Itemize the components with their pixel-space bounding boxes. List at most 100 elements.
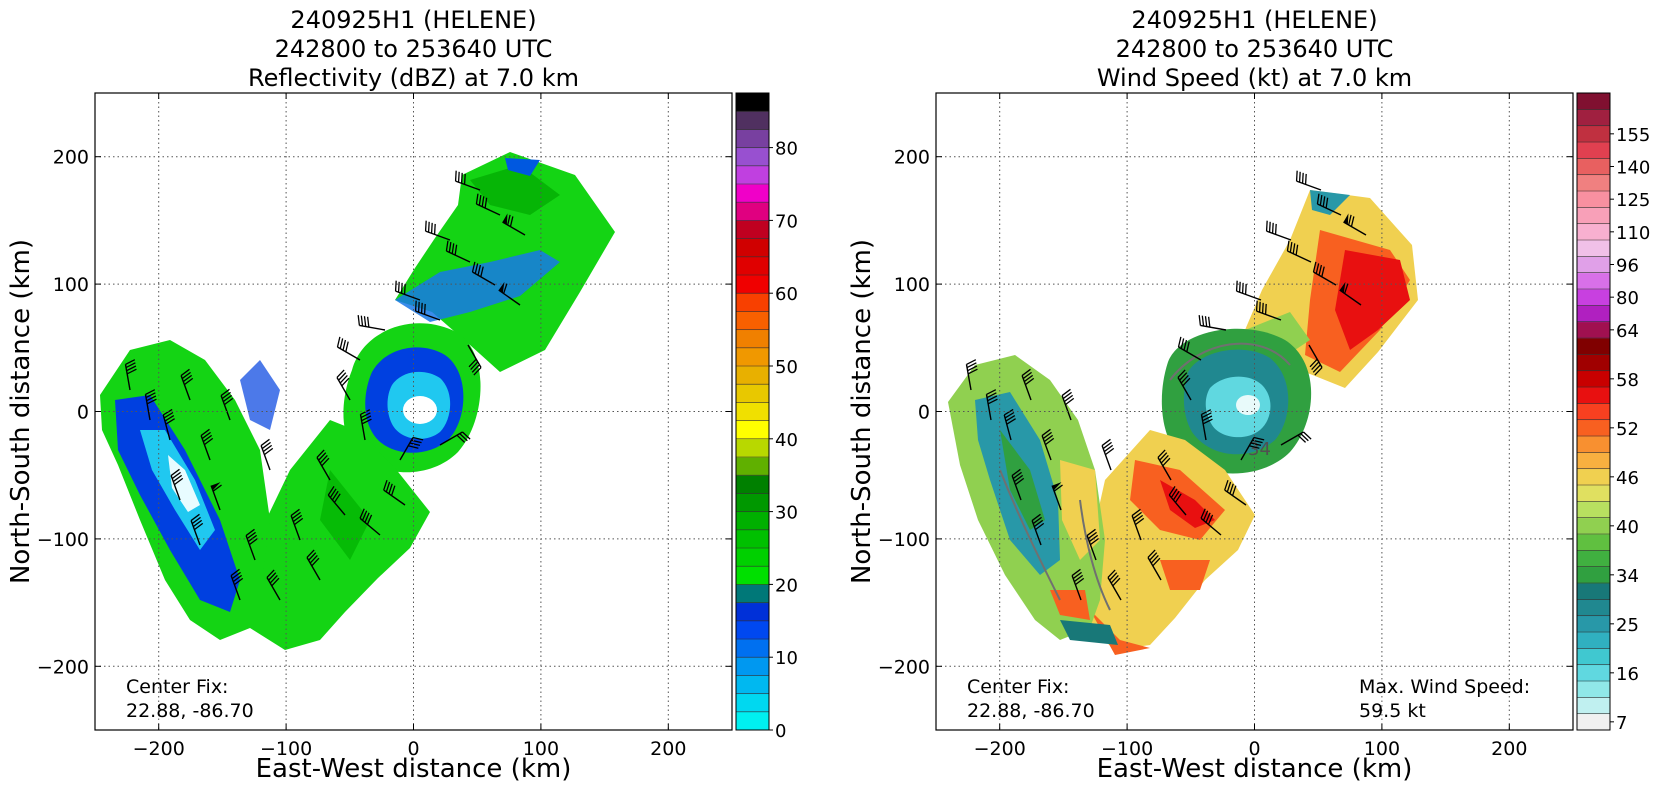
wind-barb-tick <box>1258 301 1261 313</box>
wind-barb-tick <box>1295 170 1298 182</box>
wind-barb-staff <box>1280 431 1304 446</box>
wind-barb-tick <box>321 457 330 467</box>
wind-barb-tick <box>473 367 482 376</box>
wind-barb-tick <box>291 511 301 520</box>
wind-barb-tick <box>1325 197 1329 209</box>
colorbar-bin <box>1577 534 1610 551</box>
colorbar-tick-label: 50 <box>775 357 798 378</box>
wind-barb-staff <box>1021 375 1032 401</box>
wind-barb-tick <box>182 374 193 383</box>
wind-barb-staff <box>359 324 386 331</box>
wind-barb-tick <box>1174 493 1182 503</box>
wind-barb-staff <box>476 203 501 216</box>
wind-barb-tick <box>1023 374 1034 383</box>
wind-barb-tick <box>1157 449 1166 458</box>
wind-barb-tick <box>1135 517 1145 526</box>
y-tick-label: −100 <box>37 529 89 551</box>
wind-barb-tick <box>294 517 304 526</box>
wind-barb-staff <box>306 557 321 581</box>
wind-barb-tick <box>364 512 370 523</box>
colorbar-bin <box>736 493 769 513</box>
wind-barb-staff <box>455 180 481 191</box>
wind-barb-tick <box>234 577 244 586</box>
wind-barb-staff <box>230 575 241 601</box>
colorbar-bin <box>736 620 769 640</box>
wind-barb-tick <box>366 514 373 525</box>
wind-barb-tick <box>1200 508 1206 519</box>
wind-barb-tick <box>454 244 458 256</box>
wind-barb-tick <box>1198 315 1202 326</box>
wind-speed-plot-area: 34 <box>936 93 1573 730</box>
wind-barb-staff <box>1157 457 1172 481</box>
wind-barb-tick <box>338 372 347 381</box>
wind-barb-tick <box>260 438 270 447</box>
wind-barb-tick <box>986 389 997 395</box>
colorbar-bin <box>736 566 769 585</box>
wind-barb-tick <box>1255 300 1258 312</box>
wind-barb-staff <box>1168 494 1187 516</box>
wind-barb-tick <box>430 222 433 234</box>
y-tick-label: 200 <box>894 147 930 169</box>
wind-barb-staff <box>1031 520 1042 546</box>
wind-barb-tick <box>423 303 426 315</box>
wind-barb-tick <box>403 283 406 295</box>
wind-barb-tick <box>1295 244 1299 256</box>
wind-barb-tick <box>1309 358 1318 368</box>
wind-barb-tick <box>468 358 477 368</box>
wind-barb-tick <box>249 537 259 546</box>
colorbar-bin <box>1577 632 1610 649</box>
wind-barb-tick <box>363 316 367 327</box>
wind-barb-tick <box>1041 428 1051 437</box>
wind-barb-staff <box>1200 414 1207 441</box>
wind-barb-tick <box>388 483 393 494</box>
wind-barb-tick <box>1201 315 1205 327</box>
colorbar-bin <box>736 511 769 531</box>
wind-barb-staff <box>399 437 414 461</box>
wind-barb-tick <box>1322 196 1326 207</box>
wind-barb-tick <box>162 408 173 416</box>
wind-barb-tick <box>390 485 396 496</box>
colorbar-frame <box>735 92 770 731</box>
wind-barb-tick <box>190 513 200 522</box>
wind-barb-tick <box>1162 457 1171 467</box>
wind-barb-tick <box>204 437 214 446</box>
wind-barb-staff <box>1240 437 1255 461</box>
wind-barb-tick <box>191 516 201 525</box>
wind-barb-tick <box>1312 261 1317 273</box>
max-wind-speed-label: Max. Wind Speed: <box>1359 676 1530 698</box>
wind-speed-panel: 240925H1 (HELENE) 242800 to 253640 UTC W… <box>847 6 1650 784</box>
colorbar-bin <box>1577 93 1610 110</box>
wind-barb-tick <box>1343 283 1349 294</box>
colorbar-bin <box>736 529 769 549</box>
wind-barb-tick <box>341 377 350 387</box>
wind-barb-staff <box>359 517 381 536</box>
wind-barb-tick <box>1274 223 1277 235</box>
wind-barb-tick <box>1012 471 1022 480</box>
colorbar-bin <box>736 657 769 676</box>
colorbar-bin <box>1577 387 1610 404</box>
wind-barb-staff <box>1308 344 1323 368</box>
wind-barb-staff <box>395 290 421 301</box>
wind-barb-staff <box>1051 485 1062 511</box>
wind-barb-staff <box>260 445 271 471</box>
wind-barb-tick <box>1107 569 1116 578</box>
colorbar-tick-label: 58 <box>1616 370 1639 391</box>
wind-barb-tick <box>1150 554 1159 564</box>
wind-barb-tick <box>1004 411 1015 419</box>
colorbar-bin <box>1577 713 1610 731</box>
wind-barb-staff <box>1224 489 1247 506</box>
wind-barb-tick <box>448 241 452 253</box>
wind-barb-staff <box>1313 271 1337 286</box>
reflectivity-colorbar: 0 10 20 30 40 50 60 70 80 <box>735 92 798 742</box>
wind-barb-tick <box>445 240 449 252</box>
wind-barb-tick <box>1147 549 1156 558</box>
x-tick-label: −200 <box>133 738 185 760</box>
wind-barb-tick <box>1205 512 1211 523</box>
wind-barb-tick <box>172 474 183 483</box>
wind-barb-tick <box>1207 316 1211 328</box>
wind-barb-staff <box>467 344 482 368</box>
wind-barb-tick <box>408 445 419 449</box>
wind-barb-tick <box>306 549 315 558</box>
colorbar-tick-label: 80 <box>1616 288 1639 309</box>
wind-barb-staff <box>502 221 526 236</box>
